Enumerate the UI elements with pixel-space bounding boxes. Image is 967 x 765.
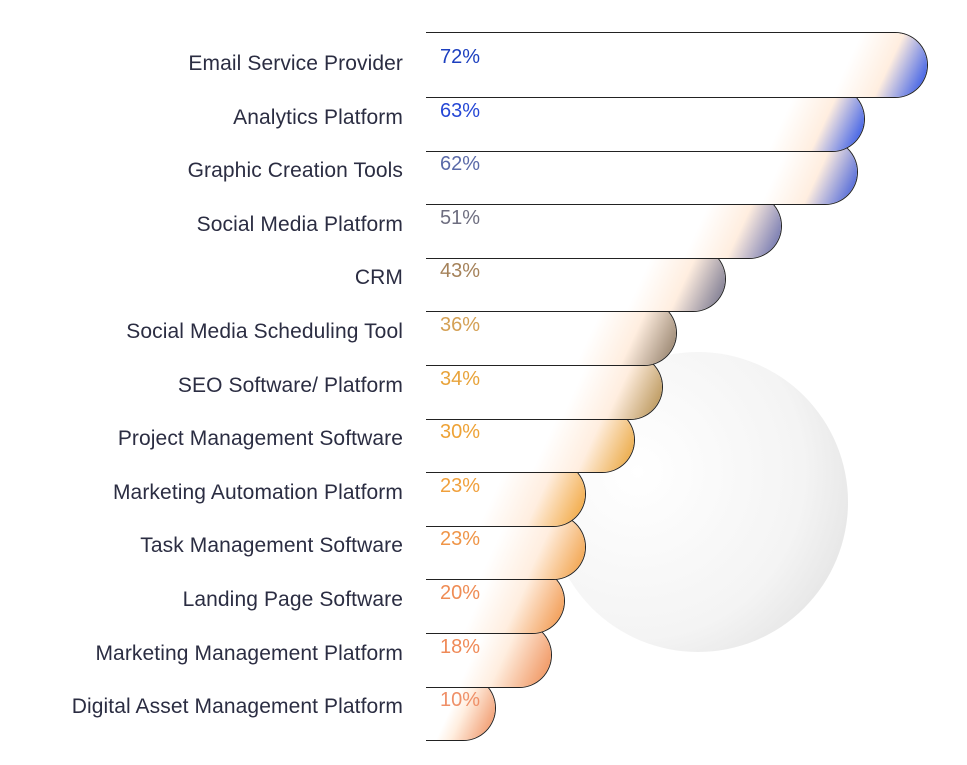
category-label: Landing Page Software xyxy=(182,588,403,611)
bar-value-label: 23% xyxy=(440,474,481,497)
category-label: Marketing Management Platform xyxy=(95,641,403,665)
category-label: Task Management Software xyxy=(140,534,403,558)
category-label: SEO Software/ Platform xyxy=(177,373,403,397)
bar-value-label: 43% xyxy=(440,260,481,283)
bar: 72% xyxy=(426,32,928,98)
category-label: CRM xyxy=(354,266,403,290)
category-label: Digital Asset Management Platform xyxy=(71,695,403,719)
bar-value-label: 36% xyxy=(440,314,481,336)
category-label: Project Management Software xyxy=(117,427,403,451)
category-label: Social Media Platform xyxy=(196,212,403,236)
bar-value-label: 18% xyxy=(440,635,481,658)
bar-fill xyxy=(426,33,927,97)
category-label: Marketing Automation Platform xyxy=(112,480,403,504)
bar-value-label: 34% xyxy=(440,367,481,390)
bar-value-label: 10% xyxy=(440,689,481,712)
bar-value-label: 51% xyxy=(440,206,481,229)
category-label: Graphic Creation Tools xyxy=(187,159,403,183)
bar-value-label: 20% xyxy=(440,582,481,604)
bar-value-label: 62% xyxy=(440,153,481,176)
bar-value-label: 23% xyxy=(440,528,481,551)
category-label: Analytics Platform xyxy=(233,105,403,129)
bar-value-label: 72% xyxy=(440,46,481,68)
bar-value-label: 30% xyxy=(440,421,481,444)
category-label: Email Service Provider xyxy=(188,52,403,75)
bar-value-label: 63% xyxy=(440,99,481,122)
category-label: Social Media Scheduling Tool xyxy=(126,320,403,343)
